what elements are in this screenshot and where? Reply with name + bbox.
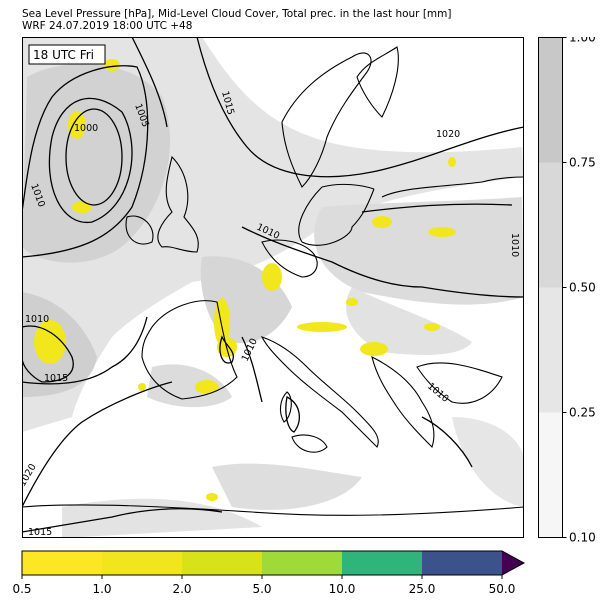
- time-label: 18 UTC Fri: [33, 48, 94, 62]
- isobar-label: 1015: [28, 527, 52, 538]
- cloud-colorbar-tick-label: 1.00: [569, 37, 596, 45]
- precip-colorbar-tick-label: 25.0: [409, 582, 436, 596]
- precip-colorbar-segment: [182, 551, 262, 575]
- precip-colorbar-tick-label: 5.0: [252, 582, 271, 596]
- precip-colorbar-tick-label: 50.0: [489, 582, 516, 596]
- cloud-colorbar-segment: [538, 287, 563, 413]
- time-label-box: [28, 44, 106, 65]
- cloud-cover-colorbar: 0.10 0.25 0.50 0.75 1.00: [538, 37, 596, 545]
- precip-colorbar-segment: [102, 551, 182, 575]
- precip-colorbar-tick-label: 10.0: [329, 582, 356, 596]
- model-run-info: WRF 24.07.2019 18:00 UTC +48: [22, 20, 193, 32]
- isobar-label: 1015: [44, 373, 68, 384]
- isobars: [22, 37, 524, 533]
- cloud-colorbar-tick-label: 0.75: [569, 156, 596, 170]
- precip-colorbar-segment: [342, 551, 422, 575]
- precip-colorbar-tick-label: 2.0: [172, 582, 191, 596]
- cloud-colorbar-tick-label: 0.25: [569, 406, 596, 420]
- precip-colorbar-segment: [262, 551, 342, 575]
- isobar-label: 1000: [74, 123, 98, 134]
- cloud-colorbar-segment: [538, 412, 563, 538]
- cloud-colorbar-segment: [538, 162, 563, 288]
- precip-colorbar-frame: [21, 550, 526, 576]
- precip-colorbar-tick-label: 0.5: [12, 582, 31, 596]
- cloud-colorbar-segment: [538, 37, 563, 163]
- cloud-colorbar-tick-label: 0.10: [569, 531, 596, 545]
- precip-colorbar-segment: [422, 551, 502, 575]
- isobar-label: 1010: [25, 314, 49, 325]
- isobar-label: 1010: [509, 233, 520, 257]
- weather-map: 18 UTC Fri 1000 1005 1015 1010 1020 1010…: [22, 37, 524, 538]
- map-title: Sea Level Pressure [hPa], Mid-Level Clou…: [22, 8, 452, 20]
- coastlines: [22, 46, 524, 516]
- precip-colorbar-extend-arrow: [502, 551, 524, 575]
- cloud-colorbar-tick-label: 0.50: [569, 281, 596, 295]
- map-frame: [22, 37, 524, 538]
- isobar-label: 1020: [436, 129, 460, 140]
- precipitation-colorbar: 0.5 1.0 2.0 5.0 10.0 25.0 50.0: [12, 550, 526, 596]
- precip-colorbar-tick-label: 1.0: [92, 582, 111, 596]
- precip-colorbar-segment: [22, 551, 102, 575]
